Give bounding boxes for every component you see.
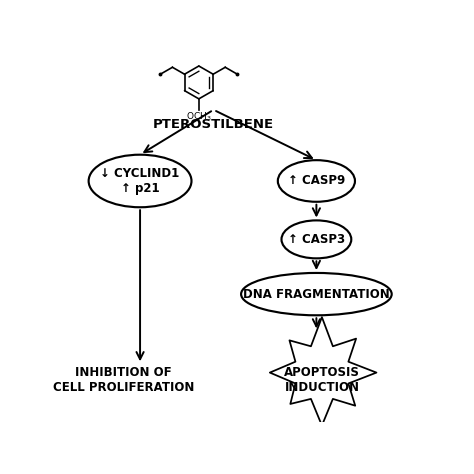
Text: DNA FRAGMENTATION: DNA FRAGMENTATION <box>243 288 390 301</box>
Text: OCH$_3$: OCH$_3$ <box>186 111 212 123</box>
Text: ↓ CYCLIND1
↑ p21: ↓ CYCLIND1 ↑ p21 <box>100 167 180 195</box>
Text: APOPTOSIS
INDUCTION: APOPTOSIS INDUCTION <box>284 366 360 394</box>
Text: PTEROSTILBENE: PTEROSTILBENE <box>153 118 274 131</box>
Text: ↑ CASP3: ↑ CASP3 <box>288 233 345 246</box>
Text: INHIBITION OF
CELL PROLIFERATION: INHIBITION OF CELL PROLIFERATION <box>53 366 194 394</box>
Text: ↑ CASP9: ↑ CASP9 <box>288 174 345 188</box>
